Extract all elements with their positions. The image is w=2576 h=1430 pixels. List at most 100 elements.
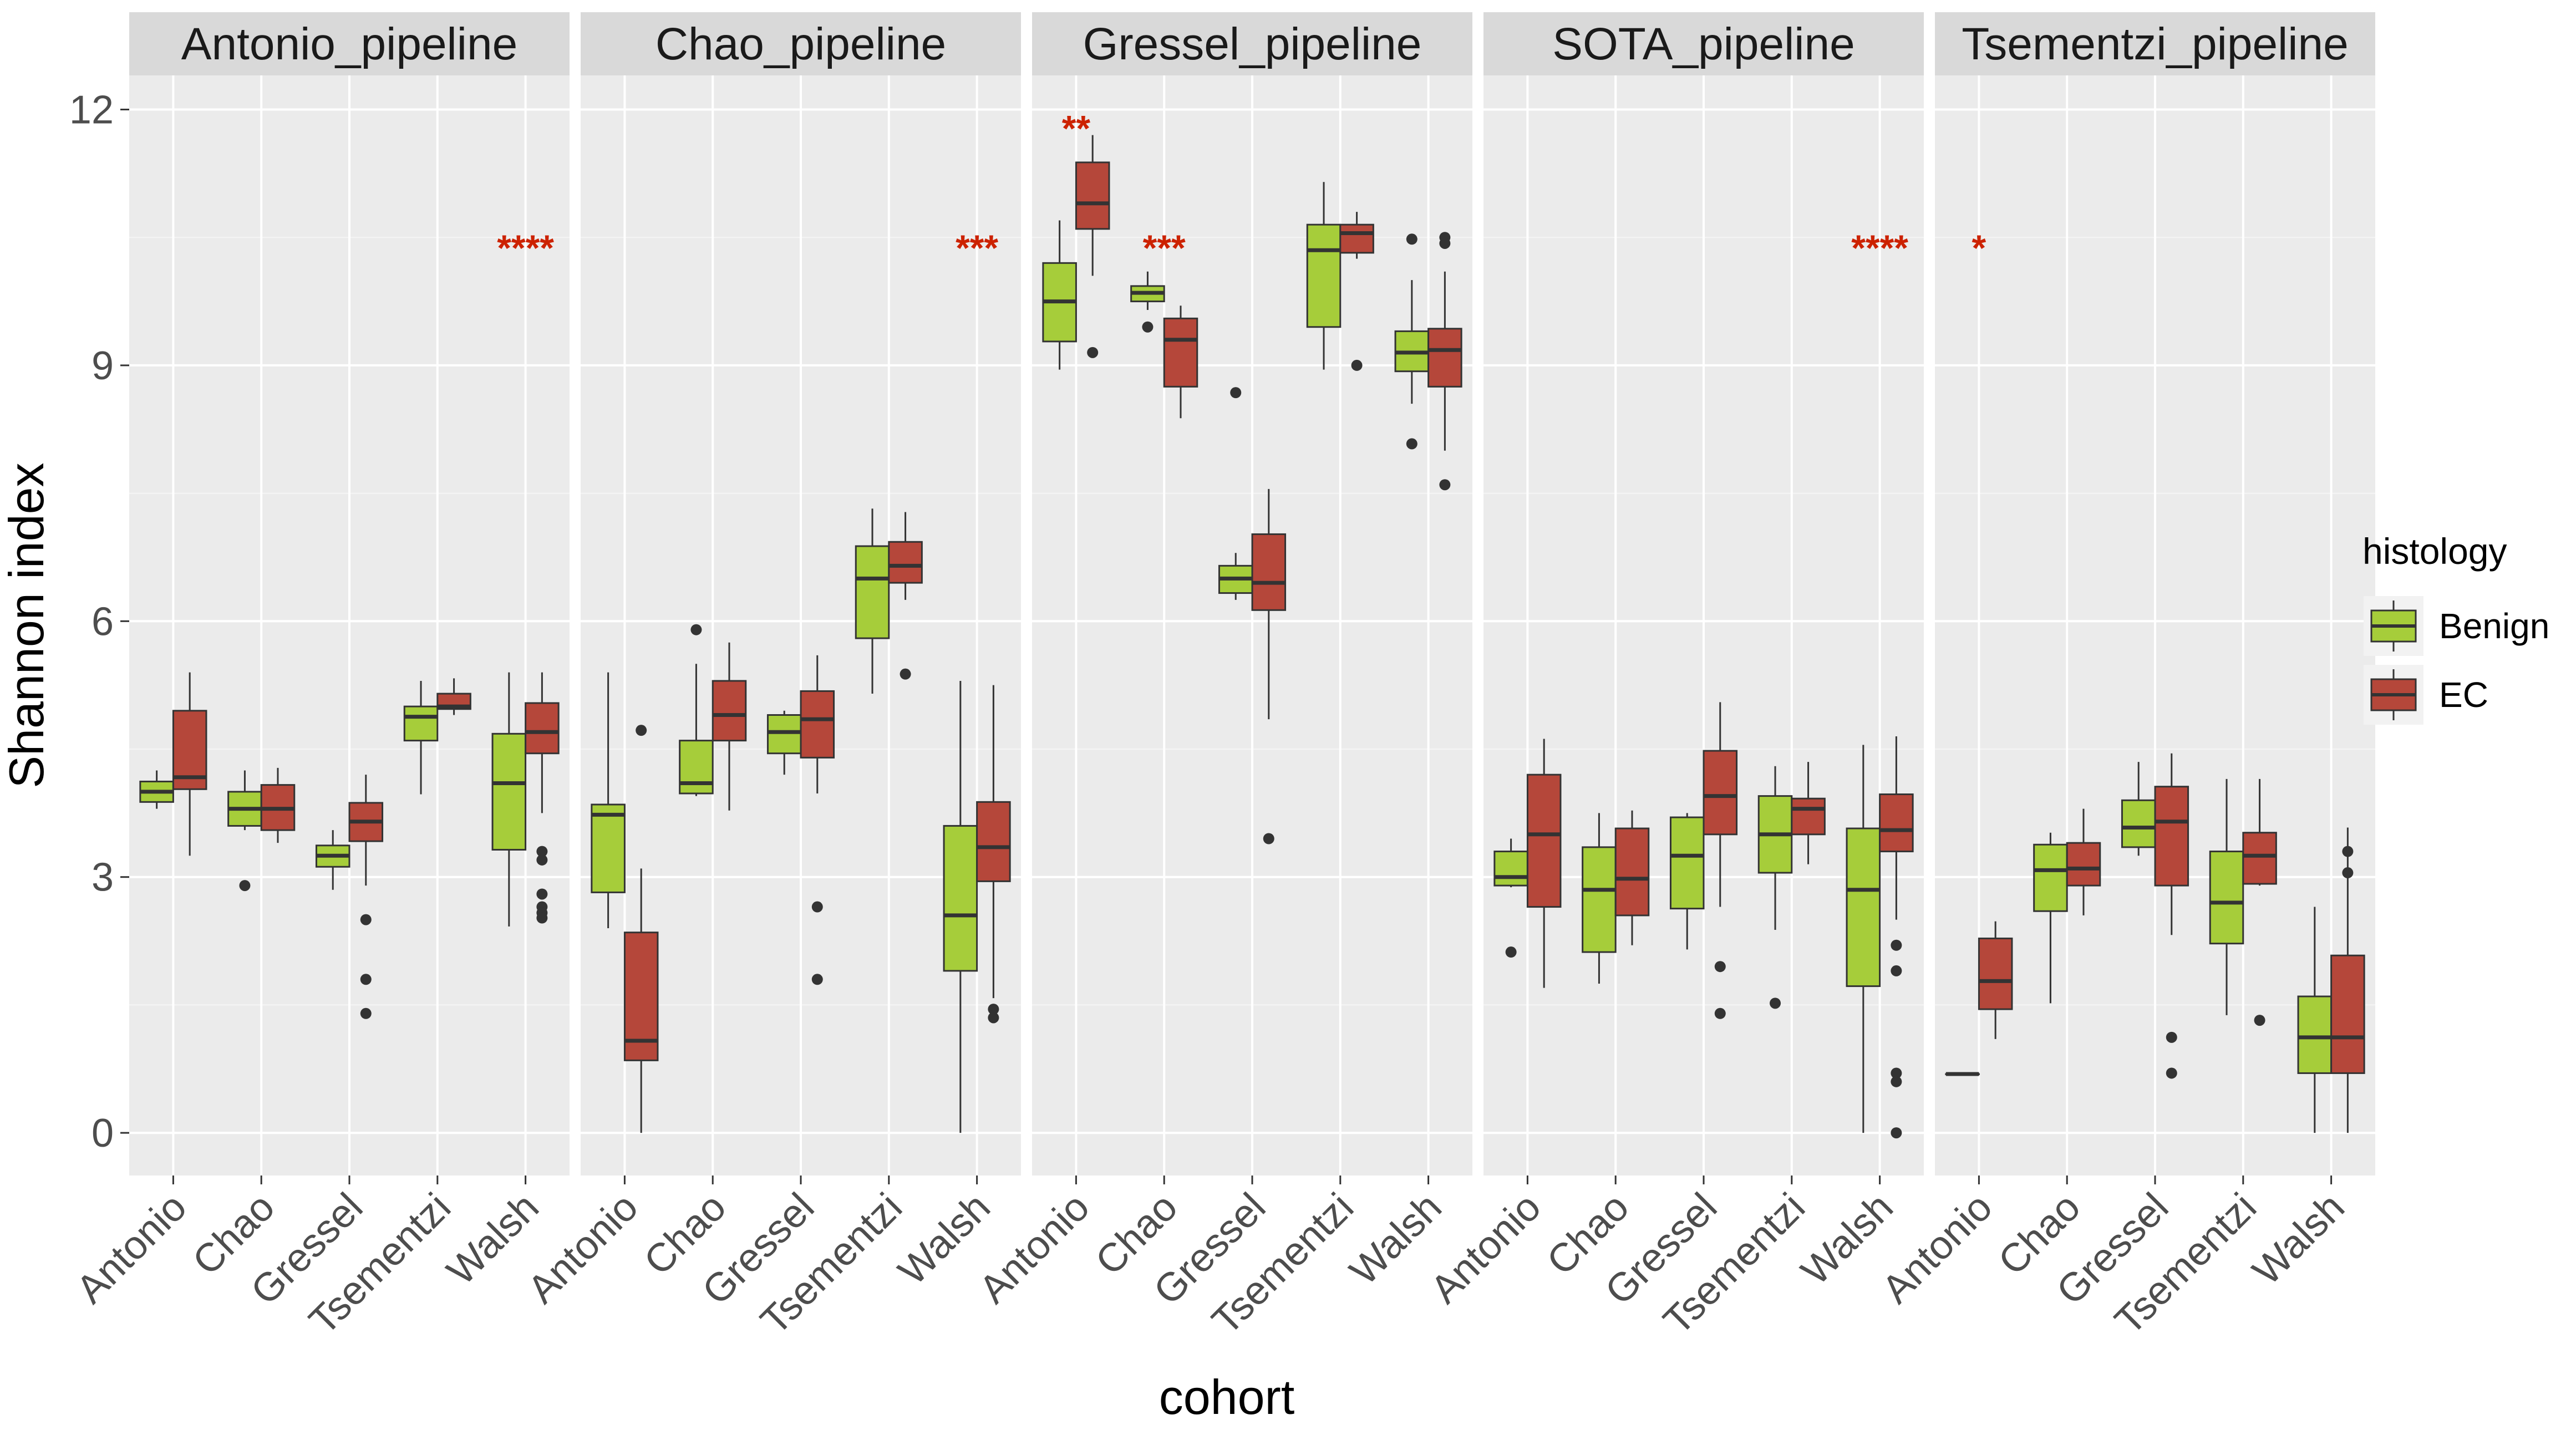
facet-strip-label: SOTA_pipeline xyxy=(1552,19,1854,69)
outlier-point xyxy=(2166,1067,2177,1079)
box-Antonio-Benign xyxy=(1945,1072,1980,1076)
box-Gressel-Benign xyxy=(2121,762,2156,856)
significance-label: ** xyxy=(1062,108,1091,149)
facet-strip xyxy=(581,12,1021,75)
box-Chao-EC xyxy=(1163,306,1198,419)
box-Tsementzi-Benign xyxy=(2209,778,2244,1015)
significance-label: **** xyxy=(497,227,554,268)
facet-strip xyxy=(1483,12,1924,75)
legend-item-EC: EC xyxy=(2364,665,2488,725)
box-body xyxy=(1978,937,2013,1010)
box-Chao-Benign xyxy=(679,624,714,796)
x-tick-label: Antonio xyxy=(1873,1185,2000,1312)
box-Gressel-Benign xyxy=(315,830,350,890)
facet-strip-label: Gressel_pipeline xyxy=(1083,19,1422,69)
significance-label: **** xyxy=(1851,227,1908,268)
box-Walsh-Benign xyxy=(1846,745,1881,1133)
outlier-point xyxy=(1087,347,1099,358)
box-body xyxy=(591,803,626,893)
outlier-point xyxy=(2342,846,2354,857)
outlier-point xyxy=(2166,1031,2177,1043)
box-body xyxy=(976,801,1011,882)
box-Gressel-EC xyxy=(1251,488,1287,844)
box-Antonio-EC xyxy=(1978,921,2013,1039)
box-Chao-Benign xyxy=(1130,271,1165,333)
box-Antonio-Benign xyxy=(1493,838,1528,958)
outlier-point xyxy=(1891,1076,1902,1087)
box-body xyxy=(1791,797,1826,836)
box-body xyxy=(712,680,747,742)
box-body xyxy=(800,690,835,759)
outlier-point xyxy=(2254,1015,2265,1026)
box-body xyxy=(1427,328,1462,388)
outlier-point xyxy=(988,1004,999,1015)
box-body xyxy=(679,740,714,795)
y-tick-label: 12 xyxy=(69,88,114,133)
box-body xyxy=(2209,851,2244,945)
legend-label: Benign xyxy=(2439,606,2549,646)
box-Antonio-Benign xyxy=(139,770,174,809)
box-body xyxy=(1493,851,1528,887)
outlier-point xyxy=(360,974,372,985)
facet-strip-label: Tsementzi_pipeline xyxy=(1962,19,2348,69)
box-body xyxy=(1614,827,1650,917)
box-body xyxy=(1669,816,1705,910)
box-body xyxy=(1526,773,1562,908)
outlier-point xyxy=(536,854,548,866)
outlier-point xyxy=(1891,965,1902,976)
outlier-point xyxy=(1406,233,1417,245)
outlier-point xyxy=(1714,1007,1726,1019)
outlier-point xyxy=(1230,387,1242,399)
box-Chao-EC xyxy=(260,767,296,843)
box-Gressel-EC xyxy=(348,775,384,1019)
significance-label: * xyxy=(1972,227,1986,268)
outlier-point xyxy=(536,888,548,900)
outlier-point xyxy=(1263,833,1274,844)
box-Gressel-Benign xyxy=(766,710,802,775)
box-body xyxy=(2154,786,2189,887)
box-body xyxy=(1339,223,1374,254)
y-axis-title: Shannon index xyxy=(0,462,54,788)
facet-panel-SOTA_pipeline: SOTA_pipeline****AntonioChaoGresselTseme… xyxy=(1422,12,1924,1343)
box-Tsementzi-Benign xyxy=(1306,182,1342,370)
facet-panel-Tsementzi_pipeline: Tsementzi_pipeline*AntonioChaoGresselTse… xyxy=(1873,12,2375,1343)
x-tick-label: Walsh xyxy=(2244,1185,2353,1294)
outlier-point xyxy=(988,1012,999,1024)
box-Chao-Benign xyxy=(2033,832,2068,1004)
box-Chao-EC xyxy=(2066,808,2101,915)
box-body xyxy=(888,541,923,584)
outlier-point xyxy=(360,914,372,925)
box-body xyxy=(2330,954,2365,1074)
outlier-point xyxy=(1142,321,1154,333)
outlier-point xyxy=(1714,961,1726,973)
legend-label: EC xyxy=(2439,675,2488,715)
box-Antonio-EC xyxy=(1526,739,1562,988)
box-Walsh-Benign xyxy=(1394,233,1430,450)
box-Walsh-EC xyxy=(1879,736,1914,1139)
box-Tsementzi-EC xyxy=(888,512,923,680)
box-body xyxy=(1846,827,1881,988)
outlier-point xyxy=(1439,237,1451,249)
y-tick-label: 6 xyxy=(92,599,114,644)
box-Gressel-Benign xyxy=(1669,813,1705,950)
box-body xyxy=(491,732,527,851)
outlier-point xyxy=(1351,359,1363,371)
facet-panel-Gressel_pipeline: Gressel_pipeline*****AntonioChaoGresselT… xyxy=(971,12,1472,1343)
legend: histology Benign EC xyxy=(2362,531,2549,725)
box-Tsementzi-Benign xyxy=(403,680,439,795)
outlier-point xyxy=(811,974,823,985)
box-Chao-Benign xyxy=(1582,813,1617,984)
facet-strip-label: Antonio_pipeline xyxy=(181,19,517,69)
box-body xyxy=(1075,161,1110,230)
box-Antonio-Benign xyxy=(1042,220,1077,370)
facet-strip xyxy=(1032,12,1472,75)
box-body xyxy=(1163,317,1198,388)
box-Chao-EC xyxy=(1614,810,1650,945)
facet-strip xyxy=(129,12,570,75)
box-Walsh-EC xyxy=(976,685,1011,1024)
box-body xyxy=(855,545,890,639)
significance-label: *** xyxy=(1143,227,1186,268)
box-body xyxy=(1582,846,1617,953)
box-body xyxy=(2121,799,2156,848)
